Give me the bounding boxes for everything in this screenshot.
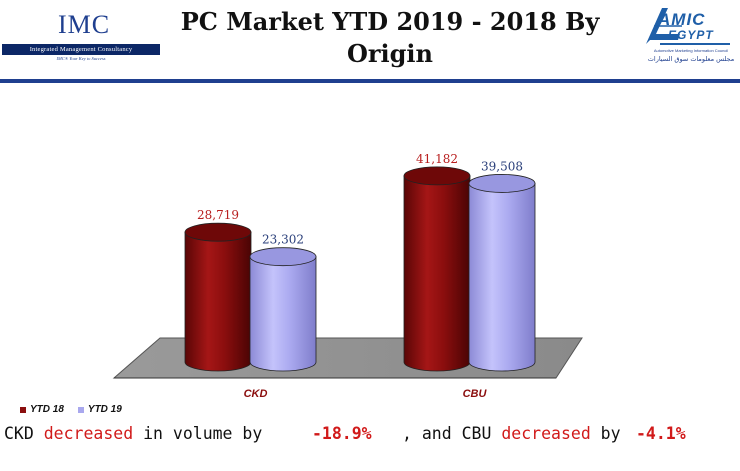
amic-logo-arabic: مجلس معلومات سوق السيارات xyxy=(647,55,735,63)
data-label-ckd-ytd19: 23,302 xyxy=(262,233,304,247)
bar-chart: 28,719 23,302 41,182 39,508 CKD CBU xyxy=(112,152,583,400)
legend-item-ytd19: YTD 19 xyxy=(77,404,122,415)
data-label-cbu-ytd18: 41,182 xyxy=(416,152,458,166)
header: IMC Integrated Management Consultancy IM… xyxy=(0,0,740,84)
caption-highlight-1: decreased xyxy=(43,424,134,443)
caption-pct-ckd: -18.9% xyxy=(312,424,372,443)
bar-ckd-ytd18 xyxy=(184,222,252,372)
legend-swatch-ytd19 xyxy=(77,406,84,413)
data-label-ckd-ytd18: 28,719 xyxy=(197,208,239,222)
amic-logo: AMIC EGYPT Automotive Marketing Informat… xyxy=(640,4,736,70)
legend-label-ytd19: YTD 19 xyxy=(87,404,122,415)
page-title: PC Market YTD 2019 - 2018 By Origin xyxy=(180,7,600,68)
caption-text-2: in volume by xyxy=(133,424,263,443)
legend-label-ytd18: YTD 18 xyxy=(30,404,64,415)
caption-text-3: , and CBU xyxy=(402,424,502,443)
imc-logo: IMC Integrated Management Consultancy IM… xyxy=(2,6,160,66)
caption-text-1: CKD xyxy=(4,424,44,443)
chart-legend: YTD 18 YTD 19 xyxy=(20,404,122,415)
data-label-cbu-ytd19: 39,508 xyxy=(481,159,523,173)
legend-item-ytd18: YTD 18 xyxy=(20,404,64,415)
bar-cbu-ytd19 xyxy=(468,174,536,372)
amic-logo-word: AMIC xyxy=(658,10,706,29)
bar-ckd-ytd19 xyxy=(249,247,317,372)
amic-emblem-icon xyxy=(646,8,730,45)
caption-pct-cbu: -4.1% xyxy=(636,424,686,443)
caption-highlight-2: decreased xyxy=(501,424,591,443)
x-tick-cbu: CBU xyxy=(463,388,488,400)
imc-logo-name: IMC xyxy=(58,10,111,39)
caption-text-4: by xyxy=(590,424,621,443)
amic-logo-sub: Automotive Marketing Information Council xyxy=(653,48,729,53)
imc-logo-full-name: Integrated Management Consultancy xyxy=(2,44,160,55)
caption-mid: , and CBU decreased by xyxy=(402,424,621,443)
bar-cbu-ytd18 xyxy=(403,166,471,372)
amic-logo-subword: EGYPT xyxy=(668,28,714,42)
caption-prefix: CKD decreased in volume by xyxy=(4,424,262,443)
x-tick-ckd: CKD xyxy=(244,388,268,400)
header-divider xyxy=(0,79,740,83)
legend-swatch-ytd18 xyxy=(20,406,26,413)
imc-logo-tagline: IMC® Your Key to Success xyxy=(56,56,106,61)
